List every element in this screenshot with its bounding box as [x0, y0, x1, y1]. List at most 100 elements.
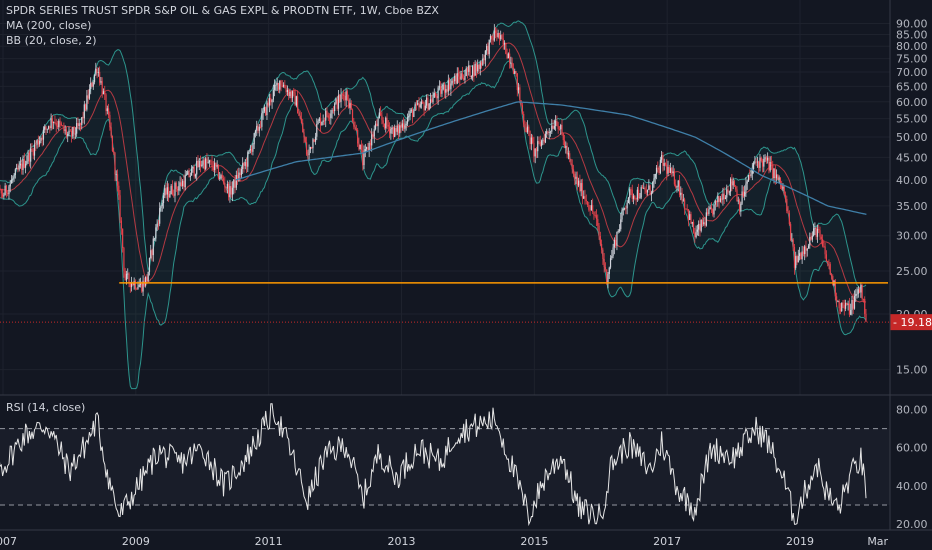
candle-body [804, 246, 806, 255]
candle-body [171, 185, 174, 195]
candle-body [203, 160, 205, 170]
candle [340, 88, 342, 108]
candle-body [132, 282, 134, 286]
candle-body [307, 154, 309, 156]
candle [465, 66, 467, 77]
candle-body [294, 92, 296, 106]
candle-body [258, 126, 260, 131]
candle-body [245, 162, 248, 167]
candle [740, 201, 742, 217]
candle [717, 192, 719, 207]
candle [171, 180, 174, 196]
candle [566, 142, 568, 159]
candle-body [56, 125, 59, 127]
candle [607, 271, 609, 289]
rsi-axis[interactable]: 80.00 60.00 40.00 20.00 [896, 403, 928, 531]
candle [302, 118, 304, 133]
candle [147, 271, 149, 282]
candle-body [385, 117, 387, 129]
candle-body [40, 138, 42, 141]
candle-body [751, 169, 753, 174]
candle [65, 126, 68, 139]
candle-body [146, 276, 148, 282]
candle-body [92, 82, 94, 87]
candle [760, 156, 762, 163]
candle [229, 180, 231, 203]
candle-body [391, 127, 393, 130]
candle [561, 119, 563, 136]
candle [746, 179, 748, 190]
candle [520, 100, 522, 107]
time-tick-label: 2017 [653, 535, 681, 548]
candle-body [257, 125, 259, 131]
candle-body [558, 129, 561, 130]
candle-body [653, 178, 655, 182]
candle-body [313, 139, 315, 142]
candle [805, 240, 807, 258]
candle-body [332, 110, 334, 112]
candle [811, 231, 813, 243]
candle [557, 121, 559, 134]
candle-body [523, 113, 525, 124]
candle-body [466, 68, 469, 72]
candle-body [355, 128, 357, 130]
candle [586, 201, 589, 208]
price-tick-label: 25.00 [896, 265, 928, 278]
candle [298, 108, 300, 117]
candle [601, 239, 603, 254]
candle [323, 117, 326, 125]
candle [60, 121, 62, 127]
candle [203, 158, 205, 172]
candle [797, 249, 799, 263]
candle-body [304, 137, 306, 143]
candle [68, 126, 70, 137]
candle [521, 102, 524, 115]
candle-body [623, 208, 626, 210]
candle-body [661, 155, 663, 160]
candle-body [728, 191, 730, 193]
candle [864, 296, 866, 318]
candle-body [193, 166, 195, 177]
candle [469, 65, 471, 78]
candle-body [443, 84, 446, 93]
candle [501, 34, 503, 40]
candle-body [838, 300, 840, 309]
candle-body [524, 123, 526, 128]
candle-body [13, 175, 15, 179]
candle-body [815, 227, 817, 237]
candle-body [456, 73, 458, 84]
candle-body [786, 198, 788, 211]
candle-body [268, 97, 271, 106]
candle [737, 196, 739, 205]
candle [563, 134, 566, 149]
candle [330, 109, 332, 125]
candle-body [136, 288, 138, 290]
candle-body [738, 200, 741, 212]
candle [216, 160, 218, 169]
candle [646, 189, 649, 196]
candle [761, 158, 764, 173]
candle-body [827, 260, 829, 263]
candle [477, 59, 479, 74]
candle-body [798, 253, 801, 257]
candle [763, 154, 765, 173]
time-axis[interactable]: 2007 2009 2011 2013 2015 2017 2019 Mar [0, 535, 889, 548]
price-tick-label: 55.00 [896, 113, 928, 126]
candle [76, 117, 78, 137]
candle-body [846, 303, 848, 305]
candle [130, 276, 133, 292]
candle-body [805, 246, 807, 251]
candle [649, 184, 651, 196]
candle [667, 160, 669, 177]
candle [507, 52, 509, 59]
candle-body [613, 239, 615, 248]
candle-body [722, 193, 724, 200]
candle-body [520, 100, 522, 106]
candle [509, 48, 511, 69]
candle-body [290, 92, 292, 99]
candle-body [337, 95, 340, 109]
candle [388, 122, 391, 139]
candle [631, 184, 633, 202]
